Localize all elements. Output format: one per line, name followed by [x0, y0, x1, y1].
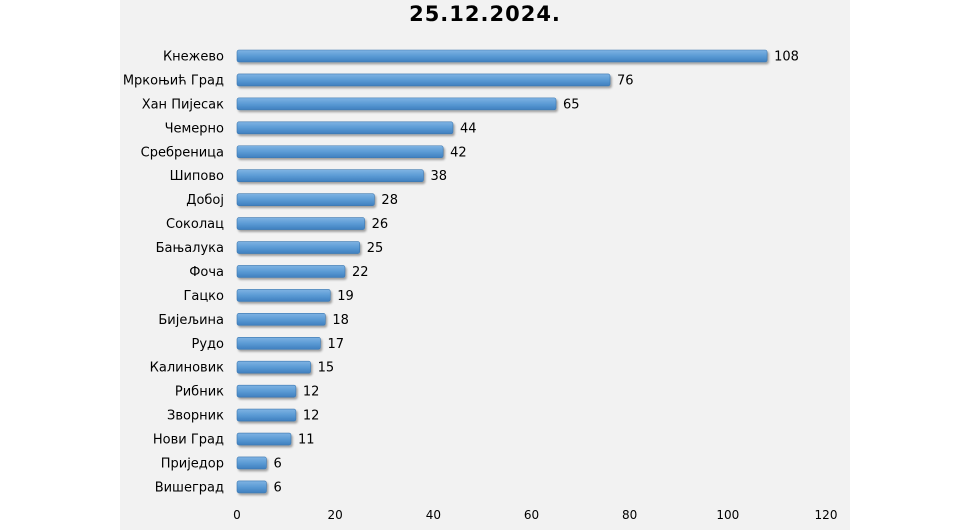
data-label: 108 [774, 50, 799, 65]
data-label: 38 [431, 169, 448, 184]
data-label: 25 [367, 241, 384, 256]
x-tick-label: 80 [622, 508, 637, 522]
x-tick-label: 60 [524, 508, 539, 522]
category-label: Калиновик [150, 361, 225, 376]
bar [236, 193, 375, 206]
category-label: Фоча [189, 265, 224, 280]
data-label: 6 [273, 480, 281, 495]
bar [236, 313, 326, 326]
category-label: Гацко [183, 289, 224, 304]
data-label: 22 [352, 265, 369, 280]
data-label: 11 [298, 433, 315, 448]
bar [236, 217, 365, 230]
bar [236, 408, 297, 422]
bar [236, 432, 292, 446]
category-label: Кнежево [163, 50, 224, 65]
data-label: 17 [327, 337, 344, 352]
category-label: Хан Пијесак [142, 97, 224, 112]
data-label: 12 [303, 385, 320, 400]
data-label: 6 [273, 456, 281, 471]
category-label: Добој [186, 193, 224, 208]
data-label: 12 [303, 409, 320, 424]
category-label: Рибник [175, 385, 224, 400]
category-label: Бањалука [156, 241, 224, 256]
data-label: 19 [337, 289, 354, 304]
data-label: 76 [617, 73, 634, 88]
bar [236, 336, 321, 350]
x-tick-label: 40 [426, 508, 441, 522]
category-label: Зворник [167, 409, 224, 424]
data-label: 18 [332, 313, 349, 328]
category-label: Нови Град [153, 433, 224, 448]
bar [236, 49, 768, 63]
category-label: Приједор [161, 456, 224, 471]
x-tick-label: 20 [328, 508, 343, 522]
bar [236, 265, 346, 278]
category-label: Соколац [166, 217, 224, 232]
category-label: Чемерно [165, 121, 224, 136]
bar [236, 169, 424, 182]
bar [236, 145, 444, 159]
x-tick-label: 100 [716, 508, 739, 522]
data-label: 26 [372, 217, 389, 232]
bar [236, 456, 267, 470]
data-label: 15 [318, 361, 335, 376]
bar [236, 289, 331, 302]
bar [236, 121, 454, 135]
category-label: Шипово [170, 169, 224, 184]
bar [236, 97, 557, 111]
bar [236, 384, 297, 398]
chart-title: 25.12.2024. [409, 2, 561, 26]
category-label: Бијељина [158, 313, 224, 328]
data-label: 42 [450, 145, 467, 160]
x-tick-label: 120 [815, 508, 838, 522]
category-label: Рудо [192, 337, 225, 352]
bar [236, 480, 267, 494]
bar [236, 241, 361, 254]
data-label: 44 [460, 121, 477, 136]
bar [236, 73, 611, 87]
category-label: Сребреница [141, 145, 224, 160]
category-label: Мркоњић Град [123, 73, 224, 88]
x-tick-label: 0 [233, 508, 241, 522]
bar [236, 360, 311, 374]
data-label: 28 [381, 193, 398, 208]
category-label: Вишеград [155, 480, 224, 495]
data-label: 65 [563, 97, 580, 112]
